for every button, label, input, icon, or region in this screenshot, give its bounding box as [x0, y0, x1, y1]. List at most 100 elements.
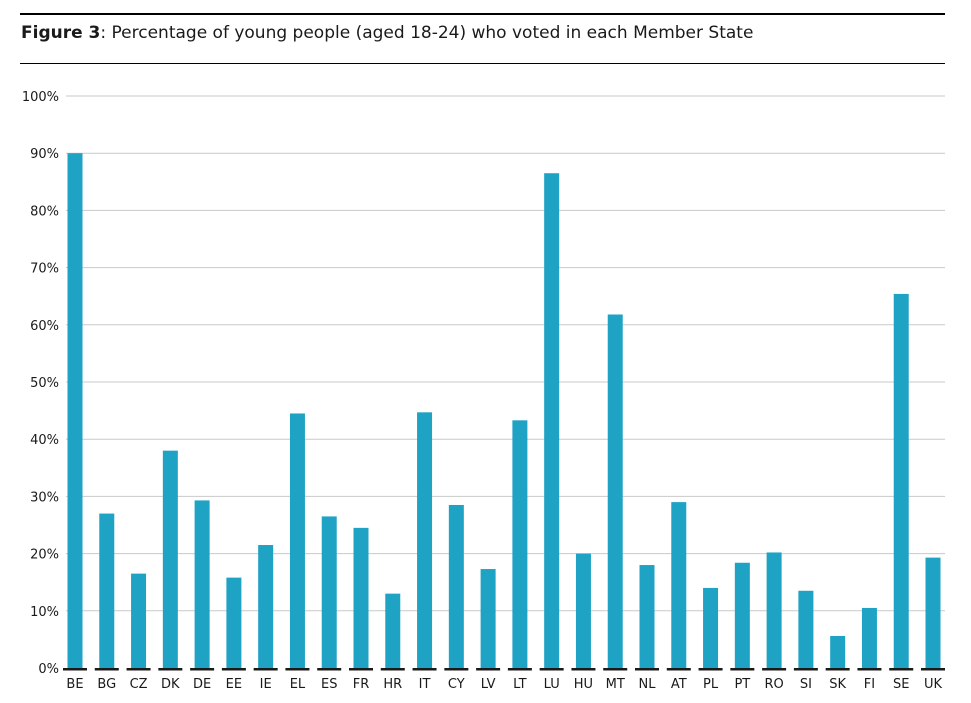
baseline-segment — [889, 668, 914, 671]
title-rule — [20, 63, 945, 64]
bars — [67, 153, 941, 668]
baseline-segment — [190, 668, 215, 671]
x-tick-label: PT — [734, 677, 750, 692]
figure-title-text: Percentage of young people (aged 18-24) … — [111, 23, 754, 43]
bar — [448, 504, 464, 668]
x-tick-label: SI — [800, 677, 812, 692]
baseline-segment — [412, 668, 437, 671]
figure-title: Figure 3: Percentage of young people (ag… — [21, 22, 753, 44]
x-axis-ticks: BE BG CZ DK DE EE IE EL ES FR HR IT CY LV LT LU HU MT NL AT… — [66, 677, 942, 692]
x-tick-label: IE — [260, 677, 272, 692]
bar — [417, 412, 433, 668]
bar — [544, 173, 560, 668]
bar — [703, 587, 719, 668]
baseline-segment — [476, 668, 501, 671]
baseline-segment — [825, 668, 850, 671]
baseline-segment — [253, 668, 278, 671]
bar — [734, 562, 750, 668]
bar — [194, 500, 210, 668]
x-tick-label: LV — [481, 677, 496, 692]
bar — [353, 527, 369, 668]
baseline-segment — [158, 668, 183, 671]
y-tick-label: 90% — [30, 147, 59, 162]
bar — [607, 314, 623, 668]
bar — [480, 569, 496, 668]
x-tick-label: DK — [161, 677, 180, 692]
y-tick-label: 30% — [30, 490, 59, 505]
x-tick-label: LT — [513, 677, 526, 692]
bar — [67, 153, 83, 668]
x-tick-label: LU — [544, 677, 560, 692]
bar — [131, 573, 147, 668]
y-tick-label: 20% — [30, 548, 59, 563]
bar — [258, 545, 274, 668]
x-tick-label: NL — [639, 677, 657, 692]
bar — [385, 593, 401, 668]
baseline-segment — [857, 668, 882, 671]
x-tick-label: HR — [383, 677, 402, 692]
bar — [575, 553, 591, 668]
x-tick-label: AT — [671, 677, 687, 692]
bar — [798, 590, 814, 668]
x-tick-label: PL — [703, 677, 719, 692]
y-axis-ticks: 0% 10% 20% 30% 40% 50% 60% 70% 80% 90% 100% — [22, 90, 59, 677]
x-tick-label: HU — [574, 677, 593, 692]
baseline-segment — [571, 668, 596, 671]
x-tick-label: BE — [66, 677, 83, 692]
baseline-segment — [317, 668, 342, 671]
y-tick-label: 60% — [30, 319, 59, 334]
baseline-segment — [921, 668, 945, 671]
x-tick-label: MT — [606, 677, 625, 692]
x-tick-label: SK — [829, 677, 846, 692]
y-tick-label: 50% — [30, 376, 59, 391]
bar — [766, 552, 782, 668]
x-axis-baseline — [63, 668, 945, 671]
baseline-segment — [666, 668, 691, 671]
x-tick-label: SE — [893, 677, 909, 692]
bar — [321, 516, 337, 668]
x-tick-label: EE — [226, 677, 242, 692]
bar — [162, 450, 178, 668]
y-tick-label: 100% — [22, 90, 59, 105]
x-tick-label: IT — [419, 677, 431, 692]
baseline-segment — [539, 668, 564, 671]
x-tick-label: RO — [764, 677, 783, 692]
x-tick-label: CY — [448, 677, 465, 692]
y-tick-label: 70% — [30, 262, 59, 277]
x-tick-label: UK — [924, 677, 943, 692]
baseline-segment — [126, 668, 151, 671]
baseline-segment — [94, 668, 119, 671]
y-tick-label: 10% — [30, 605, 59, 620]
baseline-segment — [380, 668, 405, 671]
baseline-segment — [444, 668, 469, 671]
bar — [99, 513, 115, 668]
x-tick-label: DE — [193, 677, 211, 692]
baseline-segment — [507, 668, 532, 671]
y-tick-label: 80% — [30, 204, 59, 219]
bar — [639, 565, 655, 668]
top-rule — [20, 13, 945, 15]
y-tick-label: 40% — [30, 433, 59, 448]
baseline-segment — [63, 668, 87, 671]
baseline-segment — [793, 668, 818, 671]
x-tick-label: FI — [864, 677, 875, 692]
bar — [671, 502, 687, 668]
baseline-segment — [730, 668, 755, 671]
bar — [925, 557, 941, 668]
x-tick-label: BG — [97, 677, 116, 692]
y-tick-label: 0% — [38, 662, 59, 677]
x-tick-label: FR — [353, 677, 370, 692]
bar — [226, 577, 242, 668]
baseline-segment — [635, 668, 659, 671]
bar — [512, 420, 528, 668]
x-tick-label: ES — [321, 677, 337, 692]
bar — [861, 607, 877, 668]
x-tick-label: EL — [290, 677, 306, 692]
x-tick-label: CZ — [130, 677, 148, 692]
baseline-segment — [762, 668, 787, 671]
baseline-segment — [285, 668, 310, 671]
baseline-segment — [221, 668, 246, 671]
baseline-segment — [349, 668, 373, 671]
bar — [893, 293, 909, 668]
